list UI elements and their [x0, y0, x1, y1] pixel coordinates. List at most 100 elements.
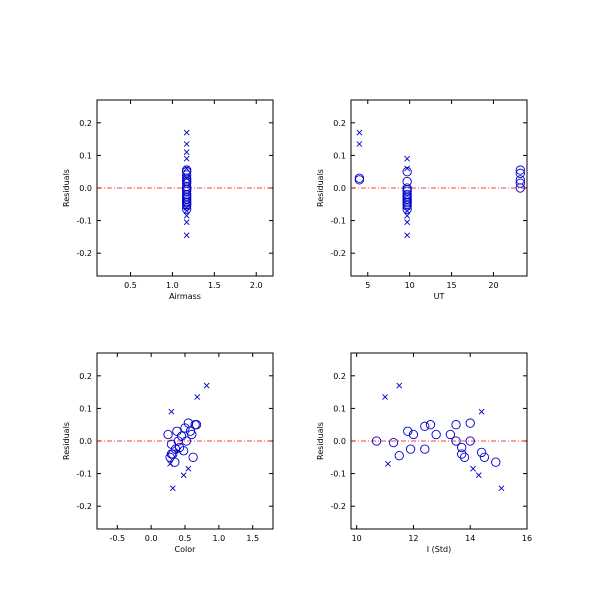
- data-point-circle: [188, 452, 198, 462]
- x-tick-label: 1.0: [212, 534, 225, 543]
- x-tick-label: 0.5: [124, 281, 137, 290]
- x-tick-label: 15: [446, 281, 456, 290]
- data-point-x: [183, 219, 190, 226]
- y-tick-label: -0.2: [330, 502, 346, 511]
- panel-1: 0.5 1.0 1.5 2.0 -0.2 -0.1 0.0 0.1 0.2 Airmass Resi…: [62, 99, 274, 301]
- y-tick-label: 0.1: [79, 404, 92, 413]
- data-point-x: [183, 141, 190, 147]
- data-point-circle: [465, 436, 475, 446]
- data-point-x: [169, 485, 176, 492]
- data-point-x: [185, 465, 192, 472]
- data-point-x: [404, 165, 411, 172]
- x-axis-title: I (Std): [427, 545, 451, 554]
- x-axis-title: Color: [175, 545, 197, 554]
- data-point-circle: [420, 421, 430, 431]
- data-point-x: [180, 472, 187, 479]
- data-point-circle: [402, 167, 412, 177]
- data-point-circle: [425, 420, 436, 430]
- data-point-x: [183, 165, 190, 172]
- panel-3: -0.5 0.0 0.5 1.0 1.5 -0.2 -0.1 0.0 0.1 0.2 Color Re…: [62, 352, 274, 554]
- data-point-circle: [182, 201, 192, 211]
- data-point-x: [356, 129, 363, 136]
- data-point-x: [183, 149, 190, 156]
- y-tick-label: -0.1: [76, 470, 92, 479]
- data-point-x: [194, 394, 201, 400]
- data-point-x: [168, 408, 175, 415]
- data-point-x: [167, 460, 174, 467]
- y-tick-label: 0.0: [79, 184, 92, 193]
- y-tick-label: 0.0: [79, 437, 92, 446]
- data-point-circle: [491, 457, 501, 467]
- y-axis-title: Residuals: [62, 422, 71, 460]
- data-point-x: [404, 155, 411, 162]
- x-axis-title: UT: [434, 292, 445, 301]
- data-point-x: [384, 460, 391, 467]
- data-point-x: [404, 232, 411, 239]
- data-point-circle: [181, 436, 192, 446]
- y-tick-label: -0.2: [330, 249, 346, 258]
- data-point-x: [183, 175, 190, 182]
- data-point-circle: [371, 436, 382, 446]
- data-point-x: [404, 212, 411, 219]
- data-point-circle: [515, 178, 525, 188]
- data-point-circle: [394, 451, 404, 461]
- x-tick-label: 1.5: [208, 281, 221, 290]
- data-point-circle: [182, 204, 192, 214]
- data-point-x: [183, 232, 190, 239]
- x-tick-label: 14: [465, 534, 475, 543]
- y-tick-label: 0.0: [333, 184, 346, 193]
- data-point-circle: [465, 418, 475, 428]
- y-tick-label: 0.1: [333, 404, 346, 413]
- data-point-x: [203, 382, 210, 389]
- y-axis-title: Residuals: [316, 169, 325, 207]
- y-tick-label: 0.2: [333, 119, 346, 128]
- y-tick-label: 0.0: [333, 437, 346, 446]
- data-point-circle: [403, 426, 413, 436]
- data-point-circle: [451, 420, 461, 430]
- data-point-x: [175, 447, 182, 454]
- y-tick-label: 0.1: [79, 151, 92, 160]
- x-tick-label: 10: [352, 534, 362, 543]
- x-tick-label: -0.5: [110, 534, 126, 543]
- data-point-x: [498, 485, 505, 492]
- x-tick-label: 10: [405, 281, 415, 290]
- panel-2: 5 10 15 20 -0.2 -0.1 0.0 0.1 0.2 UT Residuals: [316, 99, 528, 301]
- data-point-circle: [445, 429, 456, 440]
- x-tick-label: 1.5: [246, 534, 259, 543]
- data-point-circle: [515, 165, 525, 175]
- data-point-circle: [420, 444, 430, 454]
- data-point-circle: [457, 449, 467, 459]
- x-tick-label: 20: [488, 281, 498, 290]
- data-point-circle: [170, 457, 180, 467]
- y-tick-label: -0.2: [76, 502, 92, 511]
- data-point-circle: [515, 183, 525, 193]
- data-point-circle: [459, 452, 470, 462]
- x-tick-label: 5: [365, 281, 370, 290]
- data-point-x: [404, 207, 411, 214]
- x-tick-label: 1.0: [166, 281, 179, 290]
- data-point-circle: [180, 423, 190, 433]
- data-point-circle: [408, 429, 419, 440]
- y-tick-label: 0.2: [79, 119, 92, 128]
- data-point-x: [356, 141, 363, 147]
- data-point-x: [404, 219, 411, 226]
- data-point-circle: [479, 452, 490, 462]
- data-point-x: [183, 212, 190, 219]
- data-point-x: [183, 155, 190, 162]
- data-point-x: [183, 207, 190, 214]
- y-tick-label: -0.1: [330, 470, 346, 479]
- data-point-circle: [457, 442, 467, 453]
- x-axis-title: Airmass: [169, 292, 201, 301]
- x-tick-label: 0.0: [145, 534, 158, 543]
- x-tick-label: 16: [522, 534, 532, 543]
- y-axis-title: Residuals: [62, 169, 71, 207]
- x-tick-label: 12: [408, 534, 418, 543]
- y-tick-label: -0.1: [330, 217, 346, 226]
- data-point-circle: [388, 437, 399, 448]
- y-tick-label: 0.2: [79, 372, 92, 381]
- data-point-x: [475, 472, 482, 479]
- data-point-circle: [515, 168, 525, 178]
- x-tick-label: 2.0: [250, 281, 263, 290]
